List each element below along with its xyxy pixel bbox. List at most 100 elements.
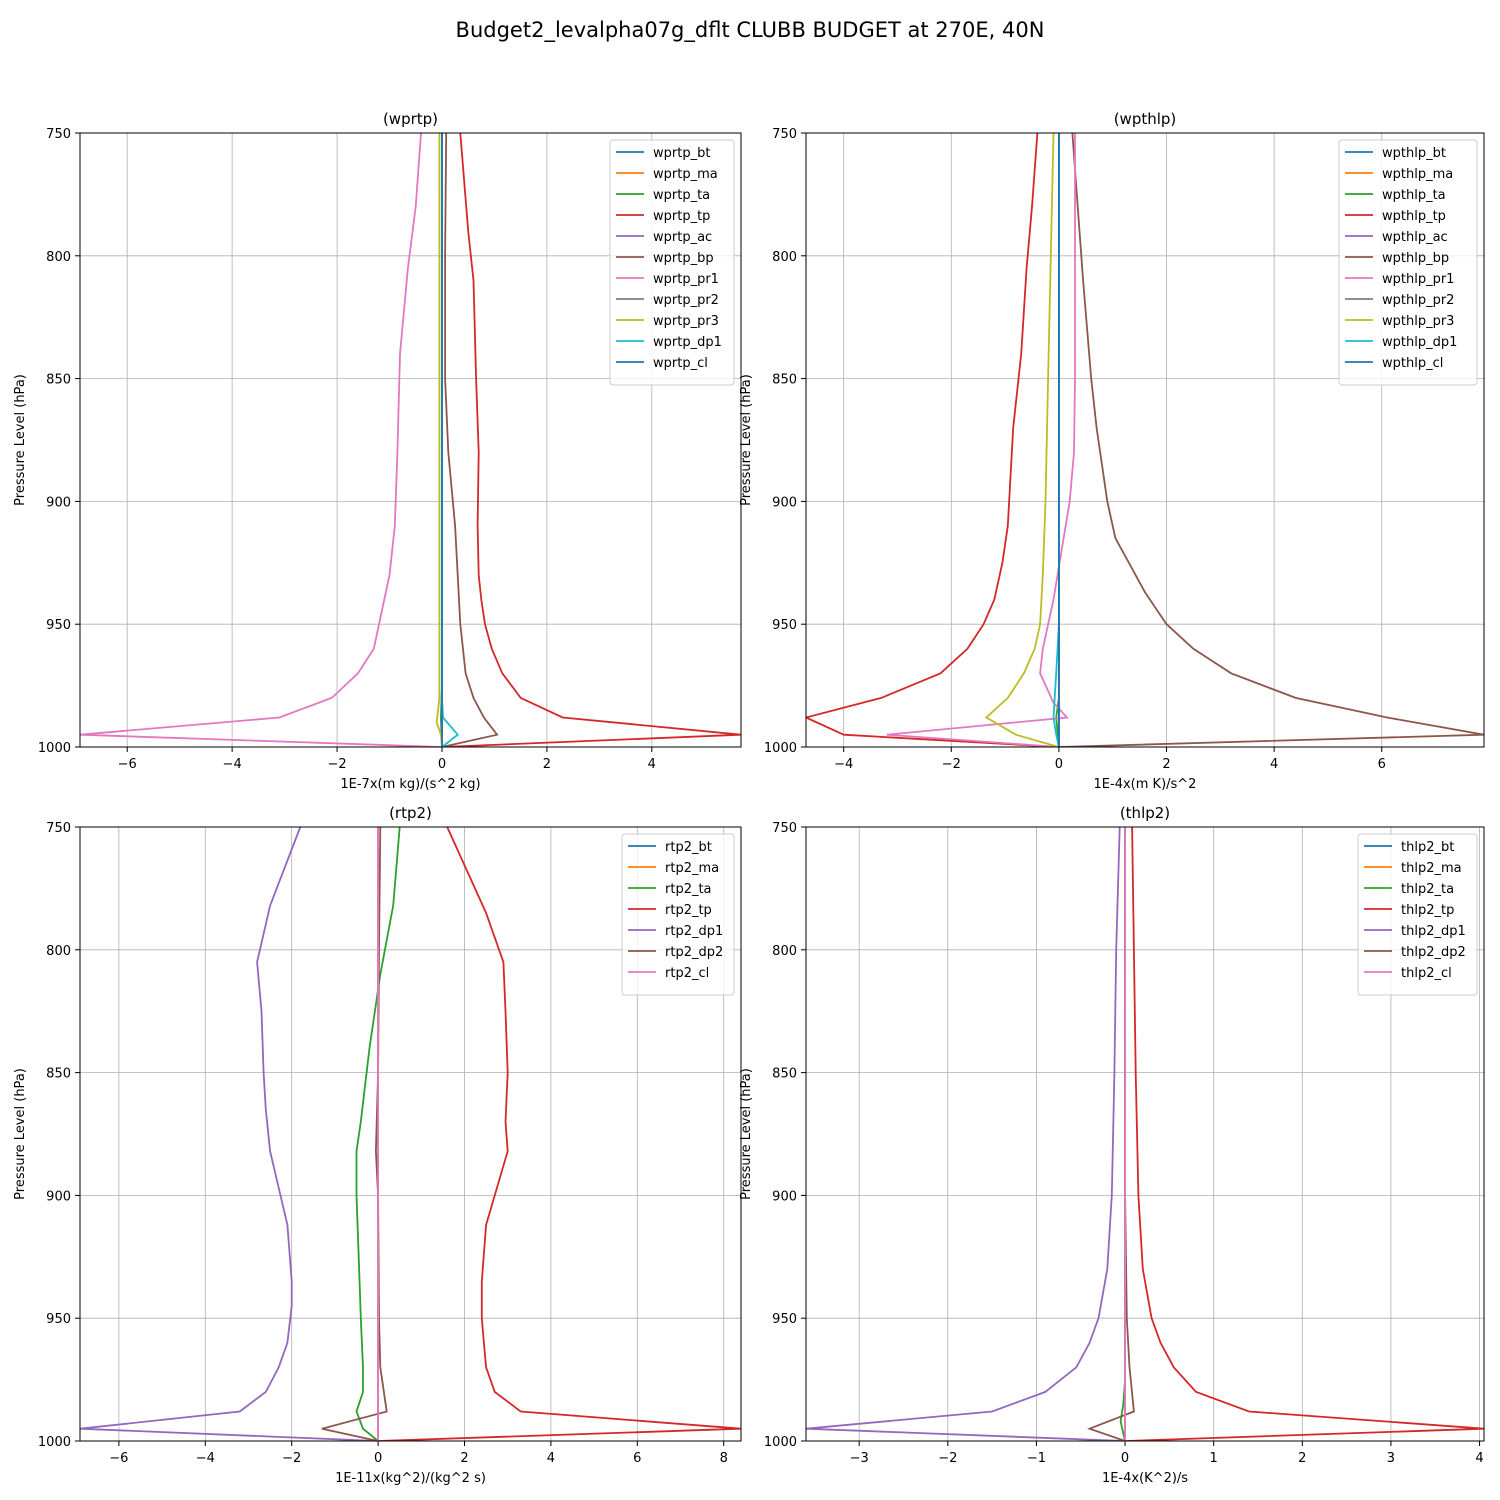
series-line-wpthlp-bp: [1058, 133, 1484, 747]
x-axis-label: 1E-4x(K^2)/s: [1102, 1471, 1188, 1486]
legend-label: rtp2_bt: [665, 840, 712, 855]
legend-label: rtp2_dp2: [665, 945, 723, 960]
series-line-wpthlp-pr3: [984, 133, 1060, 747]
x-tick-label: 1: [1210, 1451, 1218, 1466]
legend: thlp2_bt thlp2_ma thlp2_ta thlp2_tp thlp2_dp…: [1357, 833, 1478, 996]
x-tick-label: 0: [1121, 1451, 1129, 1466]
legend-label: wpthlp_ta: [1382, 188, 1446, 203]
series-line-wprtp-bp: [441, 133, 499, 747]
x-tick-label: −4: [196, 1451, 215, 1466]
x-axis-label: 1E-4x(m K)/s^2: [1094, 777, 1197, 792]
legend-label: rtp2_cl: [665, 966, 709, 981]
y-tick-label: 950: [772, 1312, 797, 1327]
x-tick-label: 6: [1378, 757, 1386, 772]
chart-panel-2: −6 −4 −2 0 2 4 6 8 750 800 850 900 950 1000 (rtp2) 1E-1…: [13, 804, 742, 1486]
x-tick-label: 3: [1387, 1451, 1395, 1466]
legend-label: wprtp_bt: [653, 146, 710, 161]
y-tick-label: 750: [772, 127, 797, 142]
series-line-rtp2-tp: [378, 827, 741, 1441]
y-tick-label: 750: [772, 821, 797, 836]
legend-label: wprtp_cl: [653, 356, 708, 371]
y-tick-label: 900: [772, 1189, 797, 1204]
figure-title: Budget2_levalpha07g_dflt CLUBB BUDGET at…: [456, 18, 1045, 43]
legend-label: wpthlp_ma: [1382, 167, 1453, 182]
series-line-wpthlp-pr1: [886, 133, 1076, 747]
chart-panel-0: −6 −4 −2 0 2 4 750 800 850 900 950 1000 (wprtp) 1E-7x…: [13, 110, 742, 792]
legend-label: wpthlp_bp: [1382, 251, 1449, 266]
x-tick-label: −2: [327, 757, 346, 772]
x-tick-label: 2: [1298, 1451, 1306, 1466]
chart-title: (wprtp): [383, 110, 438, 128]
legend: wpthlp_bt wpthlp_ma wpthlp_ta wpthlp_tpwpth…: [1338, 139, 1478, 386]
series-line-wprtp-pr3: [435, 133, 443, 747]
legend-label: wprtp_pr3: [653, 314, 719, 329]
series-line-wprtp-pr1: [80, 133, 443, 747]
x-tick-label: −4: [223, 757, 242, 772]
legend-label: wprtp_dp1: [653, 335, 722, 350]
legend-label: thlp2_tp: [1401, 903, 1454, 918]
legend-label: thlp2_dp1: [1401, 924, 1466, 939]
x-tick-label: 0: [374, 1451, 382, 1466]
x-tick-label: 2: [1162, 757, 1170, 772]
legend-label: thlp2_bt: [1401, 840, 1454, 855]
y-axis-label: Pressure Level (hPa): [13, 1068, 28, 1200]
legend: wprtp_bt wprtp_ma wprtp_ta wprtp_tp wprtp_ac…: [609, 139, 735, 386]
series-line-rtp2-dp1: [80, 827, 379, 1441]
legend-box: [1338, 139, 1478, 386]
legend-label: wprtp_bp: [653, 251, 714, 266]
y-axis-label: Pressure Level (hPa): [739, 1068, 754, 1200]
x-tick-label: 4: [648, 757, 656, 772]
y-tick-label: 950: [772, 618, 797, 633]
series-line-wpthlp-tp: [806, 133, 1059, 747]
x-tick-label: 4: [1270, 757, 1278, 772]
chart-title: (rtp2): [389, 804, 432, 822]
legend-label: rtp2_ta: [665, 882, 712, 897]
x-axis-label: 1E-7x(m kg)/(s^2 kg): [340, 777, 480, 792]
legend-label: thlp2_cl: [1401, 966, 1452, 981]
chart-panel-3: −3 −2 −1 0 1 2 3 4 750 800 850 900 950 1000 (thlp2) 1E-…: [739, 804, 1485, 1486]
chart-title: (wpthlp): [1114, 110, 1177, 128]
legend-label: thlp2_dp2: [1401, 945, 1466, 960]
legend-label: wpthlp_pr1: [1382, 272, 1454, 287]
x-tick-label: −6: [109, 1451, 128, 1466]
y-tick-label: 850: [46, 1067, 71, 1082]
x-tick-label: 8: [720, 1451, 728, 1466]
legend-box: [621, 833, 735, 996]
legend-label: rtp2_dp1: [665, 924, 723, 939]
legend-label: wprtp_pr2: [653, 293, 719, 308]
x-tick-label: −2: [938, 1451, 957, 1466]
y-tick-label: 800: [772, 944, 797, 959]
series-line-thlp2-tp: [1125, 827, 1484, 1441]
x-tick-label: 2: [460, 1451, 468, 1466]
y-tick-label: 750: [46, 127, 71, 142]
x-tick-label: −2: [942, 757, 961, 772]
legend-label: rtp2_ma: [665, 861, 719, 876]
axes-frame: [805, 826, 1485, 1442]
y-tick-label: 900: [46, 495, 71, 510]
y-tick-label: 900: [772, 495, 797, 510]
chart-title: (thlp2): [1120, 804, 1170, 822]
legend-label: rtp2_tp: [665, 903, 712, 918]
x-tick-label: 0: [1055, 757, 1063, 772]
y-tick-label: 950: [46, 618, 71, 633]
y-tick-label: 850: [772, 1067, 797, 1082]
legend-label: wprtp_ma: [653, 167, 718, 182]
y-tick-label: 900: [46, 1189, 71, 1204]
x-tick-label: 2: [543, 757, 551, 772]
axes-frame: [79, 826, 742, 1442]
y-tick-label: 750: [46, 821, 71, 836]
x-tick-label: −6: [118, 757, 137, 772]
legend-box: [1357, 833, 1478, 996]
legend-label: thlp2_ta: [1401, 882, 1454, 897]
x-tick-label: −3: [850, 1451, 869, 1466]
chart-panel-1: −4 −2 0 2 4 6 750 800 850 900 950 1000 (wpthlp) 1E-4x…: [739, 110, 1485, 792]
y-tick-label: 850: [46, 373, 71, 388]
axes-frame: [79, 132, 742, 748]
x-tick-label: 0: [438, 757, 446, 772]
y-tick-label: 800: [46, 250, 71, 265]
legend-label: wpthlp_cl: [1382, 356, 1443, 371]
legend-label: wpthlp_pr2: [1382, 293, 1454, 308]
y-tick-label: 1000: [764, 1435, 797, 1450]
